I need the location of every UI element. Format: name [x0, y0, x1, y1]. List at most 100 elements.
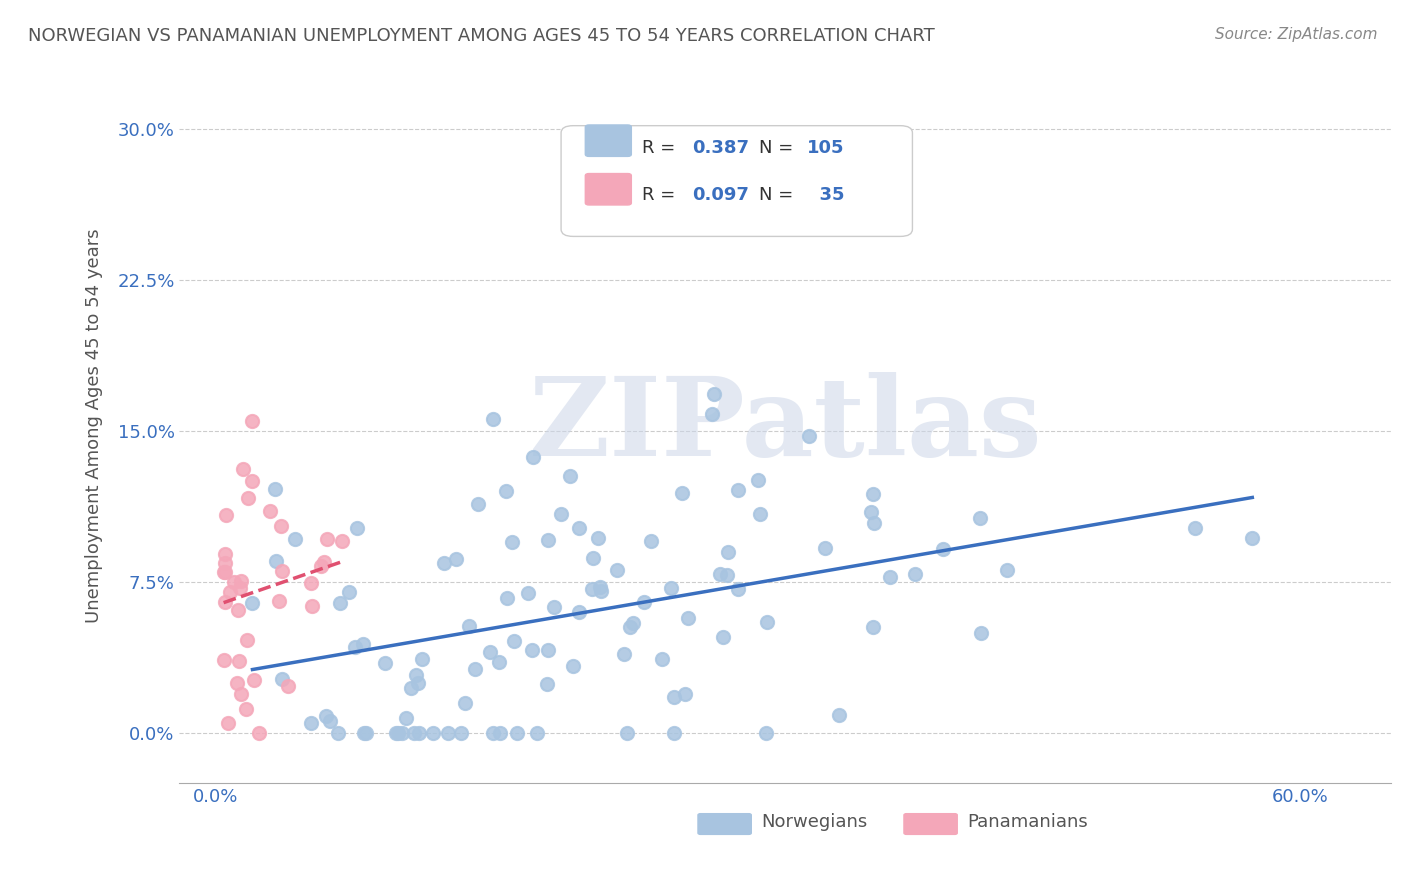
Text: 35: 35 — [807, 186, 845, 204]
Point — [232, 462, 254, 476]
Point — [879, 570, 901, 584]
Point — [242, 596, 264, 610]
Point — [717, 545, 740, 559]
Point — [711, 630, 734, 644]
Point — [329, 596, 352, 610]
Point — [543, 600, 565, 615]
Text: Panamanians: Panamanians — [967, 814, 1088, 831]
Point — [353, 725, 375, 739]
Point — [727, 582, 749, 597]
Point — [411, 652, 433, 666]
Point — [1184, 521, 1206, 535]
Point — [520, 643, 543, 657]
Point — [503, 633, 526, 648]
Point — [1241, 531, 1264, 545]
Point — [467, 497, 489, 511]
Point — [408, 725, 430, 739]
Point — [995, 563, 1018, 577]
Point — [550, 507, 572, 521]
Point — [405, 668, 427, 682]
Point — [589, 580, 612, 594]
Point — [458, 619, 481, 633]
Point — [496, 591, 519, 606]
Point — [299, 715, 322, 730]
Point — [299, 576, 322, 591]
Point — [671, 486, 693, 500]
Point — [387, 725, 409, 739]
Point — [591, 584, 613, 599]
Point — [673, 688, 696, 702]
Point — [558, 469, 581, 483]
Point — [536, 533, 558, 547]
Point — [444, 551, 467, 566]
FancyBboxPatch shape — [585, 174, 631, 205]
Point — [582, 551, 605, 566]
Point — [727, 483, 749, 498]
Point — [391, 725, 413, 739]
Point — [703, 387, 725, 401]
Point — [404, 725, 426, 739]
Point — [862, 620, 884, 634]
Point — [755, 615, 778, 630]
Point — [315, 708, 337, 723]
Point — [437, 725, 460, 739]
Point — [450, 725, 472, 739]
Point — [522, 450, 544, 464]
Point — [613, 647, 636, 661]
Point — [537, 643, 560, 657]
Point — [259, 504, 281, 518]
Point — [236, 632, 259, 647]
Point — [399, 681, 422, 696]
Point — [309, 558, 332, 573]
Point — [422, 725, 444, 739]
Point — [479, 645, 502, 659]
Point — [662, 725, 685, 739]
Point — [568, 605, 591, 619]
Point — [651, 652, 673, 666]
Point — [228, 654, 250, 668]
Point — [586, 531, 609, 545]
Point — [236, 491, 259, 505]
Point — [932, 542, 955, 557]
Y-axis label: Unemployment Among Ages 45 to 54 years: Unemployment Among Ages 45 to 54 years — [86, 228, 103, 623]
Point — [264, 554, 287, 568]
Point — [270, 565, 292, 579]
Point — [214, 565, 236, 579]
Point — [277, 679, 299, 693]
Point — [676, 611, 699, 625]
Point — [659, 582, 682, 596]
Point — [328, 725, 350, 739]
Text: 0.097: 0.097 — [692, 186, 749, 204]
Point — [212, 653, 235, 667]
Point — [814, 541, 837, 555]
FancyBboxPatch shape — [585, 125, 631, 156]
Point — [433, 556, 456, 570]
Text: R =: R = — [643, 138, 682, 156]
Point — [214, 547, 236, 561]
Point — [464, 662, 486, 676]
Text: ZIPatlas: ZIPatlas — [529, 372, 1042, 479]
Point — [229, 687, 252, 701]
Point — [301, 599, 323, 613]
Point — [408, 676, 430, 690]
Point — [700, 408, 723, 422]
Text: N =: N = — [759, 138, 799, 156]
Point — [215, 508, 238, 522]
FancyBboxPatch shape — [561, 126, 912, 236]
Point — [352, 637, 374, 651]
Point — [217, 715, 239, 730]
Point — [488, 656, 510, 670]
Point — [517, 586, 540, 600]
Point — [319, 714, 342, 728]
Point — [799, 429, 821, 443]
Point — [330, 534, 353, 549]
Point — [214, 594, 236, 608]
Point — [235, 702, 257, 716]
Point — [863, 516, 886, 530]
Text: Source: ZipAtlas.com: Source: ZipAtlas.com — [1215, 27, 1378, 42]
Text: NORWEGIAN VS PANAMANIAN UNEMPLOYMENT AMONG AGES 45 TO 54 YEARS CORRELATION CHART: NORWEGIAN VS PANAMANIAN UNEMPLOYMENT AMO… — [28, 27, 935, 45]
Point — [284, 532, 307, 546]
Point — [536, 677, 558, 691]
Point — [270, 519, 292, 533]
Point — [749, 507, 772, 521]
